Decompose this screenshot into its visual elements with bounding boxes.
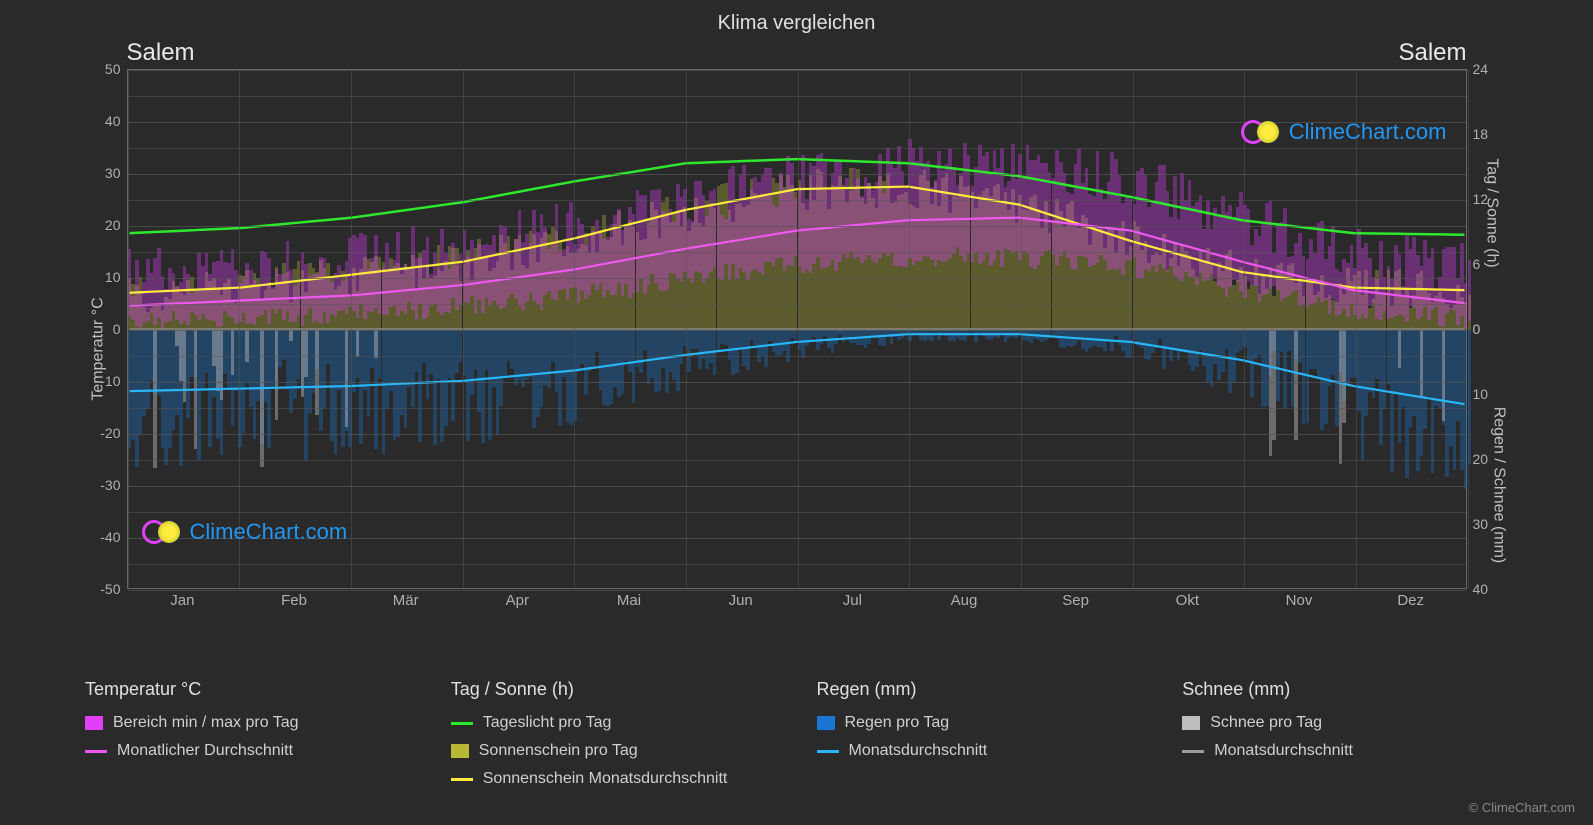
month-label: Jun [729,592,753,609]
month-label: Mai [617,592,641,609]
tick-sun: 6 [1473,256,1513,272]
legend-item: Tageslicht pro Tag [451,714,777,732]
copyright: © ClimeChart.com [1469,800,1575,815]
brand-watermark-top: ClimeChart.com [1241,119,1447,145]
location-right: Salem [1398,39,1466,67]
brand-text: ClimeChart.com [1289,119,1447,145]
legend-swatch-icon [1182,716,1200,730]
tick-precip: 40 [1473,581,1513,597]
legend-label: Monatsdurchschnitt [1214,742,1353,760]
legend-item: Monatsdurchschnitt [1182,742,1508,760]
brand-icon [142,519,182,545]
legend-swatch-icon [451,744,469,758]
legend-swatch-icon [817,716,835,730]
tick-sun: 12 [1473,191,1513,207]
tick-precip: 20 [1473,451,1513,467]
tick-temp: -40 [81,529,121,545]
legend-label: Schnee pro Tag [1210,714,1322,732]
tick-temp: 10 [81,269,121,285]
tick-precip: 10 [1473,386,1513,402]
month-label: Jul [843,592,862,609]
legend-line-icon [451,778,473,781]
legend-line-icon [451,722,473,725]
tick-temp: -20 [81,425,121,441]
month-label: Okt [1176,592,1199,609]
legend-item: Bereich min / max pro Tag [85,714,411,732]
y-axis-right-bottom-label: Regen / Schnee (mm) [1489,407,1507,564]
month-label: Nov [1286,592,1313,609]
brand-text: ClimeChart.com [190,519,348,545]
legend-swatch-icon [85,716,103,730]
legend-title: Regen (mm) [817,679,1143,700]
brand-watermark-bottom: ClimeChart.com [142,519,348,545]
tick-temp: 30 [81,165,121,181]
legend-col: Tag / Sonne (h) Tageslicht pro Tag Sonnens… [451,679,777,798]
tick-temp: 40 [81,113,121,129]
legend-item: Monatlicher Durchschnitt [85,742,411,760]
tick-temp: 20 [81,217,121,233]
legend-line-icon [817,750,839,753]
month-label: Sep [1062,592,1089,609]
legend-item: Regen pro Tag [817,714,1143,732]
legend-label: Monatlicher Durchschnitt [117,742,293,760]
legend-title: Temperatur °C [85,679,411,700]
legend-label: Bereich min / max pro Tag [113,714,299,732]
tick-sun: 18 [1473,126,1513,142]
legend-label: Monatsdurchschnitt [849,742,988,760]
legend-item: Monatsdurchschnitt [817,742,1143,760]
tick-precip: 0 [1473,321,1513,337]
legend-col: Temperatur °C Bereich min / max pro Tag Mo… [85,679,411,798]
month-label: Jan [170,592,194,609]
tick-temp: 50 [81,61,121,77]
legend-col: Schnee (mm) Schnee pro Tag Monatsdurchschn… [1182,679,1508,798]
legend-item: Sonnenschein Monatsdurchschnitt [451,770,777,788]
month-label: Dez [1397,592,1424,609]
tick-precip: 30 [1473,516,1513,532]
legend-col: Regen (mm) Regen pro Tag Monatsdurchschnit… [817,679,1143,798]
chart-container: Salem Salem Temperatur °C Tag / Sonne (h… [47,39,1547,659]
tick-temp: -30 [81,477,121,493]
legend-label: Tageslicht pro Tag [483,714,612,732]
y-axis-right-top-label: Tag / Sonne (h) [1483,158,1501,267]
plot-area [127,69,1467,589]
location-left: Salem [127,39,195,67]
legend: Temperatur °C Bereich min / max pro Tag Mo… [0,659,1593,798]
month-label: Aug [951,592,978,609]
legend-title: Tag / Sonne (h) [451,679,777,700]
tick-temp: 0 [81,321,121,337]
tick-temp: -10 [81,373,121,389]
tick-sun: 24 [1473,61,1513,77]
legend-title: Schnee (mm) [1182,679,1508,700]
brand-icon [1241,119,1281,145]
chart-title: Klima vergleichen [0,0,1593,39]
month-label: Feb [281,592,307,609]
legend-line-icon [1182,750,1204,753]
legend-item: Sonnenschein pro Tag [451,742,777,760]
legend-label: Sonnenschein pro Tag [479,742,638,760]
legend-label: Regen pro Tag [845,714,950,732]
tick-temp: -50 [81,581,121,597]
legend-label: Sonnenschein Monatsdurchschnitt [483,770,728,788]
legend-item: Schnee pro Tag [1182,714,1508,732]
month-label: Apr [506,592,529,609]
legend-line-icon [85,750,107,753]
month-label: Mär [393,592,419,609]
